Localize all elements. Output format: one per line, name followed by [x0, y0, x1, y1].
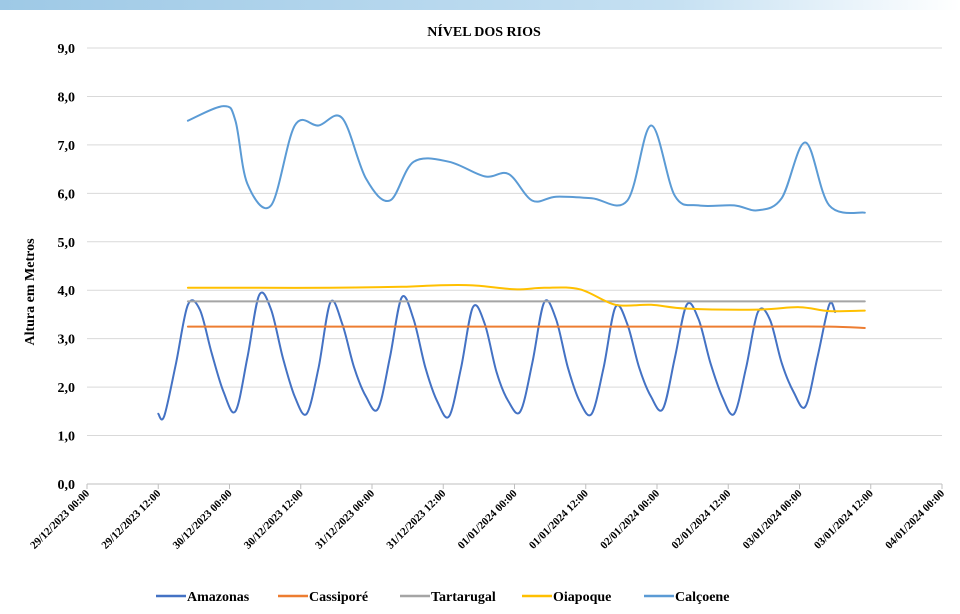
series-line-oiapoque — [186, 284, 866, 313]
y-axis-label: Altura em Metros — [23, 238, 38, 346]
series-line-amazonas — [157, 291, 837, 421]
gridlines — [87, 47, 942, 437]
chart-title: NÍVEL DOS RIOS — [427, 23, 541, 40]
y-tick-label: 6,0 — [58, 187, 76, 202]
legend: Amazonas Cassiporé Tartarugal Oiapoque Calço… — [156, 590, 729, 605]
y-tick-label: 2,0 — [58, 381, 76, 396]
y-tick-label: 1,0 — [58, 430, 76, 445]
legend-label-oiapoque: Oiapoque — [553, 590, 611, 605]
legend-label-tartarugal: Tartarugal — [431, 590, 496, 605]
legend-label-calcoene: Calçoene — [675, 590, 729, 605]
x-tick-label: 02/01/2024 12:00 — [669, 487, 733, 551]
top-banner — [0, 0, 960, 10]
y-tick-label: 8,0 — [58, 90, 76, 105]
legend-label-amazonas: Amazonas — [187, 590, 250, 605]
x-tick-label: 03/01/2024 00:00 — [741, 487, 805, 551]
y-tick-label: 0,0 — [58, 478, 76, 493]
x-tick-label: 29/12/2023 12:00 — [99, 487, 163, 551]
x-tick-label: 01/01/2024 00:00 — [456, 487, 520, 551]
y-tick-label: 3,0 — [58, 333, 76, 348]
legend-label-cassipore: Cassiporé — [309, 590, 368, 605]
y-tick-label: 9,0 — [58, 42, 76, 57]
y-tick-label: 5,0 — [58, 236, 76, 251]
series-line-calcoene — [186, 105, 866, 215]
x-tick-label: 31/12/2023 00:00 — [313, 487, 377, 551]
x-tick-label: 30/12/2023 12:00 — [242, 487, 306, 551]
series-lines — [157, 105, 866, 421]
x-tick-label: 03/01/2024 12:00 — [812, 487, 876, 551]
x-tick-label: 02/01/2024 00:00 — [598, 487, 662, 551]
axes: 0,0 1,0 2,0 3,0 4,0 5,0 6,0 7,0 8,0 9,0 29/12/2023… — [28, 42, 947, 552]
series-line-cassipore — [186, 325, 866, 329]
x-tick-label: 31/12/2023 12:00 — [384, 487, 448, 551]
y-tick-label: 4,0 — [58, 284, 76, 299]
x-tick-label: 29/12/2023 00:00 — [28, 487, 92, 551]
x-tick-label: 04/01/2024 00:00 — [883, 487, 947, 551]
x-tick-label: 01/01/2024 12:00 — [527, 487, 591, 551]
y-tick-label: 7,0 — [58, 139, 76, 154]
x-tick-label: 30/12/2023 00:00 — [171, 487, 235, 551]
